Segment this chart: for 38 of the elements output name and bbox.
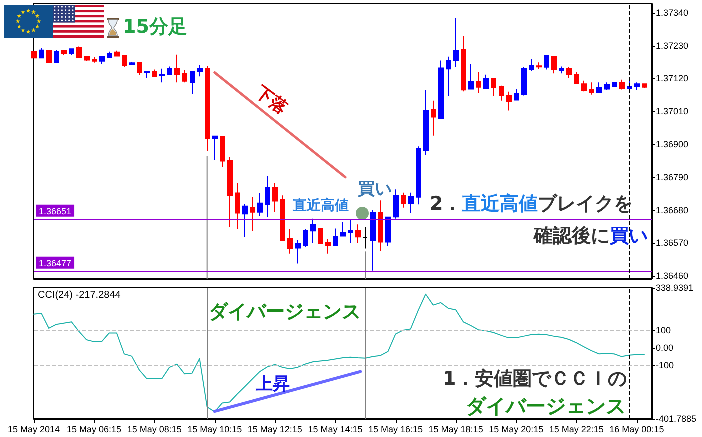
annotation: 1．安値圏でＣＣＩの <box>443 368 628 390</box>
x-tick-label: 15 May 2014 <box>8 424 60 434</box>
x-tick-label: 15 May 16:15 <box>368 424 424 434</box>
x-tick-label: 15 May 08:15 <box>127 424 182 434</box>
y-tick-label: -401.7885 <box>656 414 697 424</box>
x-tick-label: 15 May 18:15 <box>428 424 484 434</box>
annotation: 上昇 <box>256 374 290 394</box>
y-tick-label: 1.36570 <box>656 238 689 248</box>
y-tick-label: 1.36900 <box>656 139 689 150</box>
annotation: 直近高値 <box>293 198 349 214</box>
annotation: 確認後に買い <box>534 225 648 247</box>
x-tick-label: 15 May 20:15 <box>489 424 544 434</box>
annotation: ダイバージェンス <box>209 301 361 323</box>
y-tick-label: 1.37230 <box>656 40 689 51</box>
x-tick-label: 15 May 14:15 <box>308 424 363 434</box>
x-tick-label: 16 May 00:15 <box>610 424 664 434</box>
y-tick-label: -100 <box>656 360 674 371</box>
y-tick-label: 1.37010 <box>656 106 689 117</box>
y-tick-label: 1.37120 <box>656 74 689 84</box>
annotation: ダイバージェンス <box>466 394 626 418</box>
chart-title: CCI(24) -217.2844 <box>38 290 121 301</box>
annotation: 2．直近高値ブレイクを <box>430 193 634 215</box>
x-tick-label: 15 May 22:15 <box>549 424 604 434</box>
y-tick-label: 338.9391 <box>656 283 694 293</box>
y-tick-label: 1.37340 <box>656 8 689 18</box>
x-tick-label: 15 May 12:15 <box>248 424 302 434</box>
annotation: 買い <box>358 180 392 200</box>
text: 15分足 <box>123 16 188 38</box>
y-tick-label: 1.36680 <box>656 205 689 216</box>
ref-line-label: 1.36651 <box>39 206 72 216</box>
y-tick-label: 1.36460 <box>656 271 689 282</box>
y-tick-label: 100 <box>656 325 672 336</box>
y-tick-label: 0.00 <box>656 342 674 353</box>
x-tick-label: 15 May 06:15 <box>67 424 122 434</box>
ref-line-label: 1.36477 <box>39 258 72 268</box>
annotation: 下落 <box>252 82 291 119</box>
x-tick-label: 15 May 10:15 <box>188 424 242 434</box>
y-tick-label: 1.36790 <box>656 172 689 182</box>
